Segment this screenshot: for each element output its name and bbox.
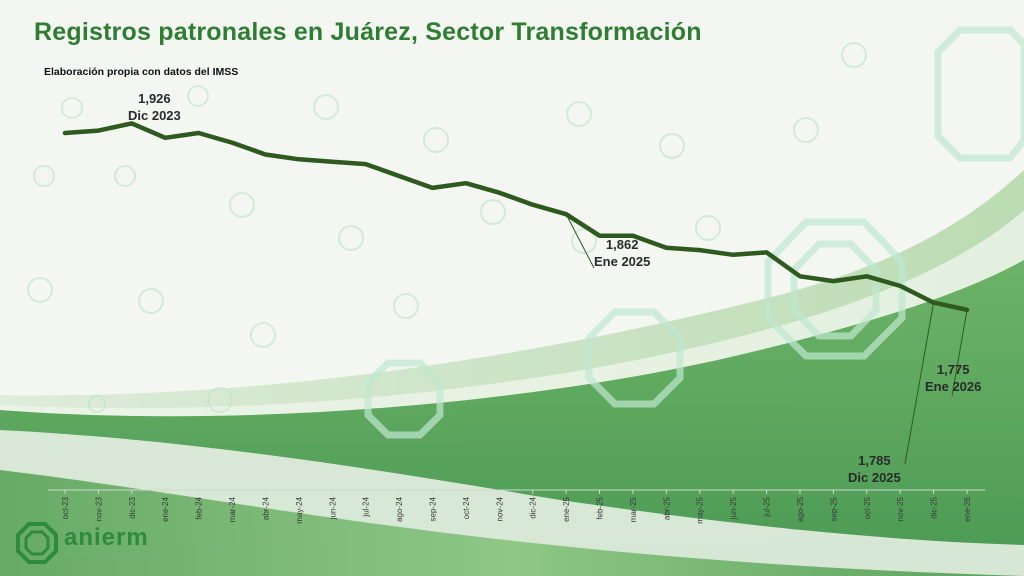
data-point	[631, 234, 635, 238]
x-tick-label: mar-25	[629, 496, 638, 522]
x-tick-label: jun-25	[729, 496, 738, 520]
series-line	[62, 121, 970, 313]
x-tick-label: dic-23	[128, 496, 137, 518]
data-point	[364, 162, 368, 166]
annotation-dic-2023: 1,926 Dic 2023	[128, 90, 181, 124]
x-tick-label: oct-25	[863, 496, 872, 519]
x-tick-label: mar-24	[228, 496, 237, 522]
x-tick-label: dic-24	[529, 496, 538, 518]
x-tick-label: ago-25	[796, 496, 805, 521]
data-point	[263, 153, 267, 156]
x-tick-label: feb-25	[596, 496, 605, 519]
chart-title: Registros patronales en Juárez, Sector T…	[34, 18, 702, 46]
x-tick-label: oct-23	[61, 496, 70, 519]
data-point	[598, 234, 602, 238]
x-tick-label: ene-25	[562, 496, 571, 521]
annotation-value: 1,926	[138, 91, 171, 106]
x-tick-label: abr-24	[261, 496, 270, 520]
data-point	[63, 131, 67, 135]
data-point	[698, 248, 702, 252]
data-point	[865, 274, 869, 278]
annotation-ene-2026: 1,775 Ene 2026	[925, 361, 981, 395]
annotation-label: Ene 2026	[925, 379, 982, 394]
annotation-leader-line	[904, 302, 935, 465]
chart-subtitle: Elaboración propia con datos del IMSS	[44, 66, 239, 78]
logo-text: anierm	[64, 524, 149, 551]
data-point	[898, 284, 902, 288]
data-point	[531, 203, 535, 207]
data-point	[831, 279, 835, 283]
x-tick-label: may-24	[295, 496, 304, 523]
x-tick-label: ago-24	[395, 496, 404, 521]
annotation-label: Dic 2023	[128, 108, 181, 123]
annotation-value: 1,775	[936, 362, 970, 377]
x-axis: oct-23 nov-23 dic-23 ene-24 feb-24 mar-24 abr-…	[48, 489, 985, 524]
x-tick-label: ene-26	[963, 496, 972, 521]
logo-tagline-bar	[64, 552, 154, 555]
annotation-value: 1,862	[605, 237, 639, 252]
data-point	[197, 131, 201, 135]
octagon-logo-icon	[16, 522, 58, 564]
x-tick-label: sep-24	[428, 496, 437, 521]
data-point	[430, 186, 434, 190]
x-tick-label: jul-25	[763, 496, 772, 517]
x-tick-label: nov-23	[94, 496, 103, 521]
x-tick-label: ene-24	[161, 496, 170, 521]
data-point	[731, 253, 735, 257]
x-tick-label: feb-24	[195, 496, 204, 519]
x-tick-label: abr-25	[662, 496, 671, 520]
data-point	[230, 141, 234, 145]
data-point	[163, 136, 167, 140]
x-tick-label: nov-25	[896, 496, 905, 521]
annotation-leader-line	[951, 309, 968, 397]
annotation-dic-2025: 1,785 Dic 2025	[848, 452, 901, 486]
x-tick-label: oct-24	[462, 496, 471, 519]
data-point	[497, 191, 501, 195]
data-point	[765, 250, 769, 254]
data-point	[798, 274, 802, 278]
annotation-leader-line	[565, 213, 595, 269]
data-point	[96, 129, 100, 133]
data-point	[130, 121, 134, 125]
annotation-label: Ene 2025	[594, 254, 651, 269]
x-tick-label: nov-24	[495, 496, 504, 521]
data-point	[397, 174, 401, 178]
x-tick-label: sep-25	[829, 496, 838, 521]
data-point	[330, 160, 334, 164]
annotation-value: 1,785	[858, 453, 891, 468]
logo: anierm	[16, 522, 156, 566]
annotation-ene-2025: 1,862 Ene 2025	[594, 236, 650, 270]
x-tick-label: may-25	[696, 496, 705, 523]
data-point	[464, 181, 468, 185]
annotation-label: Dic 2025	[848, 470, 901, 485]
x-tick-label: dic-25	[930, 496, 939, 518]
series-line-group	[62, 121, 970, 465]
data-point	[664, 246, 668, 250]
data-point	[297, 157, 301, 161]
x-tick-label: jul-24	[362, 496, 371, 517]
x-tick-label: jun-24	[328, 496, 337, 520]
